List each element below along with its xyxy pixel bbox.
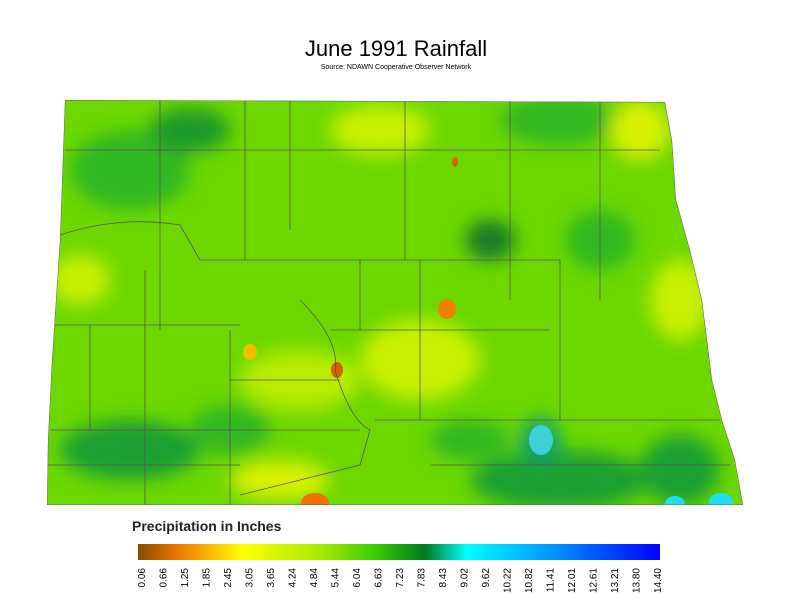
map-source: Source: NDAWN Cooperative Observer Netwo…	[321, 64, 472, 71]
precipitation-map	[47, 100, 743, 505]
legend-tick-label: 4.24	[288, 568, 299, 588]
legend-tick-label: 6.63	[374, 568, 385, 588]
legend-tick-label: 12.01	[567, 568, 578, 593]
legend-tick-label: 13.21	[610, 568, 621, 593]
legend-tick-label: 2.45	[223, 568, 234, 588]
legend-tick-label: 5.44	[331, 568, 342, 588]
legend-tick-label: 6.04	[352, 568, 363, 588]
legend-tick-label: 3.05	[245, 568, 256, 588]
legend-tick-label: 7.83	[417, 568, 428, 588]
legend-tick-label: 1.25	[180, 568, 191, 588]
legend-ticks: 0.06 0.66 1.25 1.85 2.45 3.05 3.65 4.24 4.84 5.44…	[137, 568, 664, 593]
legend-tick-label: 4.84	[309, 568, 320, 588]
legend-tick-label: 9.02	[460, 568, 471, 588]
legend-tick-label: 0.66	[159, 568, 170, 588]
legend-tick-label: 10.22	[503, 568, 514, 593]
legend-tick-label: 12.61	[589, 568, 600, 593]
legend-tick-label: 8.43	[438, 568, 449, 588]
legend-tick-label: 3.65	[266, 568, 277, 588]
legend-tick-label: 14.40	[653, 568, 664, 593]
legend-tick-label: 10.82	[524, 568, 535, 593]
legend-tick-label: 9.62	[481, 568, 492, 588]
legend-tick-label: 1.85	[202, 568, 213, 588]
legend-tick-label: 0.06	[137, 568, 148, 588]
legend-title: Precipitation in Inches	[132, 518, 282, 534]
legend-tick-label: 13.80	[632, 568, 643, 593]
legend-tick-label: 11.41	[546, 568, 557, 593]
legend-tick-label: 7.23	[395, 568, 406, 588]
color-scale	[138, 544, 660, 560]
map-title: June 1991 Rainfall	[305, 36, 487, 61]
